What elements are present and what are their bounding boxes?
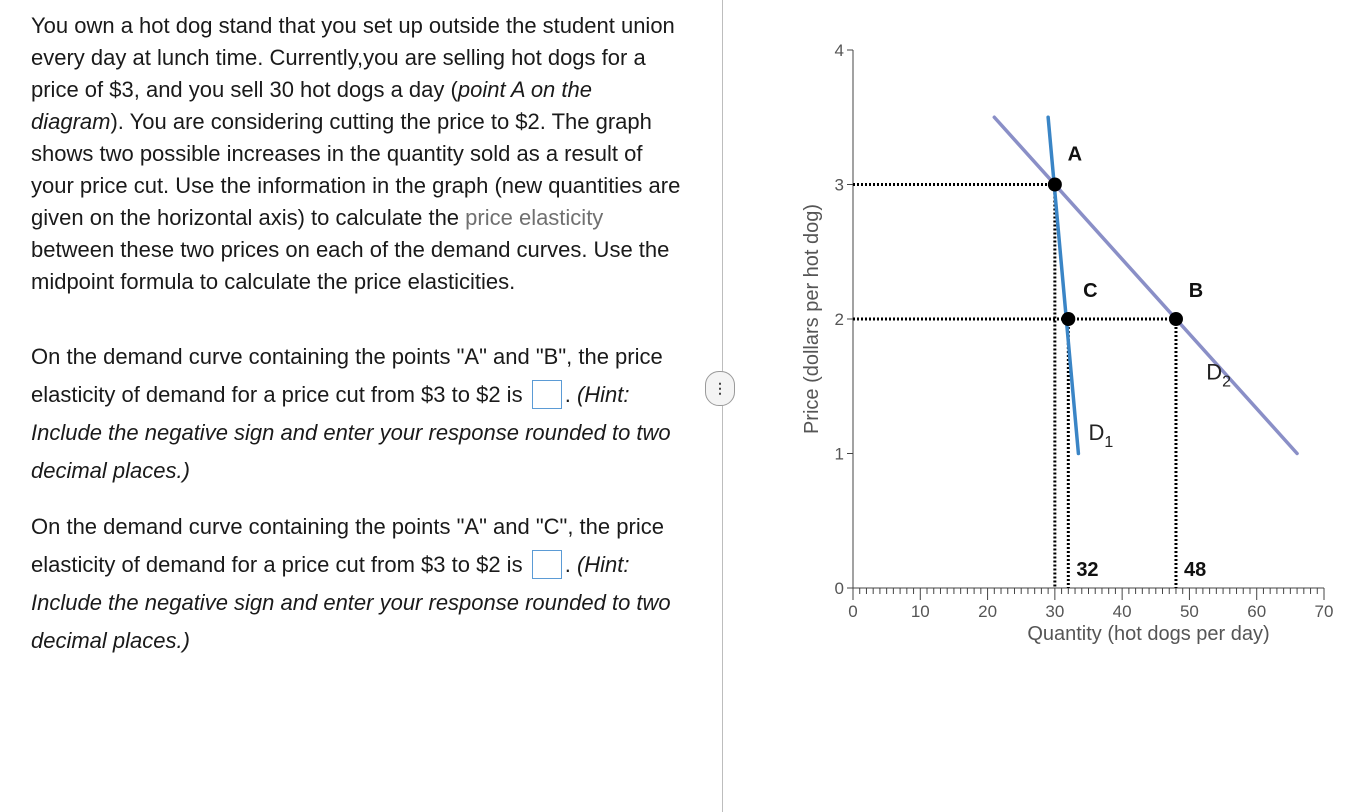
x-axis-title: Quantity (hot dogs per day)	[1027, 623, 1269, 645]
hint-ac: (Hint: Include the negative sign and ent…	[31, 552, 671, 653]
question-ab-text: On the demand curve containing the point…	[31, 344, 663, 407]
point-label-A: A	[1068, 144, 1082, 166]
x-tick-label-3: 30	[1045, 602, 1064, 621]
hint-ab: (Hint: Include the negative sign and ent…	[31, 382, 671, 483]
point-A	[1047, 177, 1062, 192]
y-axis-title: Price (dollars per hot dog)	[801, 204, 823, 434]
question-ab: On the demand curve containing the point…	[31, 338, 681, 490]
drag-handle-icon: ⋮	[713, 380, 727, 396]
hint-period-2: .	[564, 552, 571, 577]
curve-label-D1: D1	[1089, 420, 1114, 451]
hint-period: .	[564, 382, 571, 407]
x-tick-label-4: 40	[1113, 602, 1132, 621]
curve-label-D2: D2	[1206, 360, 1231, 391]
answer-box-ac[interactable]	[531, 549, 562, 579]
question-panel: You own a hot dog stand that you set up …	[31, 10, 681, 660]
price-elasticity-link[interactable]: price elasticity	[465, 205, 604, 230]
x-tick-label-1: 10	[911, 602, 930, 621]
intro-text-2: ). You are considering cutting the price…	[31, 109, 681, 230]
answer-box-ab[interactable]	[531, 379, 562, 409]
quantity-label-32: 32	[1076, 559, 1098, 581]
intro-italic: point A on the diagram	[31, 77, 592, 134]
y-tick-label-1: 1	[835, 445, 844, 464]
point-label-B: B	[1189, 280, 1203, 302]
intro-text-3: between these two prices on each of the …	[31, 237, 670, 294]
x-tick-label-7: 70	[1315, 602, 1334, 621]
point-B	[1168, 312, 1183, 326]
point-C	[1061, 312, 1076, 326]
demand-curve-D2	[992, 115, 1299, 456]
x-tick-label-5: 50	[1180, 602, 1199, 621]
y-tick-label-2: 2	[835, 310, 844, 329]
y-tick-label-4: 4	[835, 41, 844, 60]
intro-text: You own a hot dog stand that you set up …	[31, 13, 675, 102]
question-ac: On the demand curve containing the point…	[31, 508, 681, 660]
question-ac-text: On the demand curve containing the point…	[31, 514, 664, 577]
demand-curve-D1	[1046, 115, 1081, 456]
question-intro: You own a hot dog stand that you set up …	[31, 10, 681, 298]
panel-divider	[722, 0, 723, 812]
point-label-C: C	[1083, 280, 1097, 302]
quantity-label-48: 48	[1184, 559, 1206, 581]
x-tick-label-2: 20	[978, 602, 997, 621]
y-tick-label-3: 3	[835, 176, 844, 195]
y-tick-label-0: 0	[835, 579, 844, 598]
x-tick-label-0: 0	[848, 602, 857, 621]
divider-drag-handle[interactable]: ⋮	[705, 371, 735, 406]
x-tick-label-6: 60	[1247, 602, 1266, 621]
